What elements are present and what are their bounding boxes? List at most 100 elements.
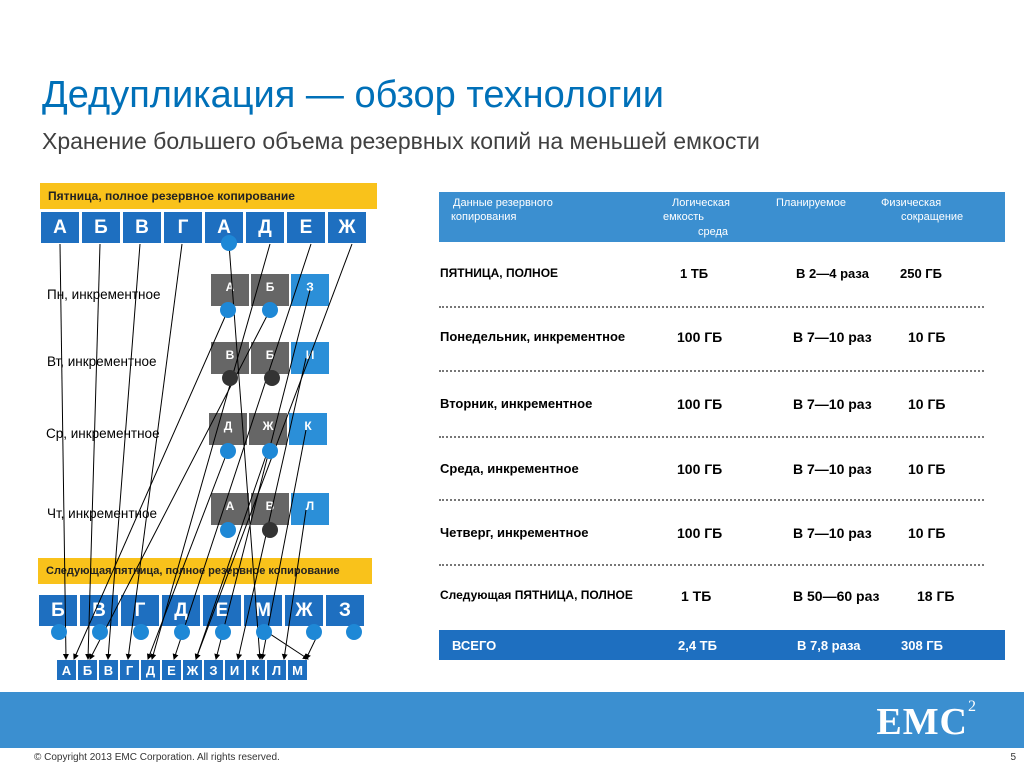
connector-dot xyxy=(174,624,190,640)
row-logical: 100 ГБ xyxy=(677,396,723,412)
row-name: ПЯТНИЦА, ПОЛНОЕ xyxy=(440,266,559,280)
row-divider xyxy=(439,564,984,566)
table-header: Данные резервного копирования Логическая… xyxy=(439,192,1005,242)
connector-dot xyxy=(92,624,108,640)
connector-dot xyxy=(215,624,231,640)
next-friday-label: Следующая пятница, полное резервное копи… xyxy=(38,558,372,584)
next-friday-block: З xyxy=(325,594,365,627)
header-col-physical-line2: сокращение xyxy=(901,211,964,223)
connector-dot xyxy=(306,624,322,640)
header-col-data-line2: копирования xyxy=(451,211,517,223)
mapping-arrow xyxy=(73,309,229,660)
row-name: Вторник, инкрементное xyxy=(440,396,593,411)
connector-dot xyxy=(262,443,278,459)
page-title: Дедупликация — обзор технологии xyxy=(42,74,664,116)
day-label-thu: Чт, инкрементное xyxy=(47,506,158,521)
mapping-arrow xyxy=(125,243,183,660)
row-logical: 100 ГБ xyxy=(677,329,723,345)
header-col-logical-line1: Логическая xyxy=(672,197,730,209)
row-ratio: В 7—10 раз xyxy=(793,396,872,412)
row-physical: 10 ГБ xyxy=(908,461,946,477)
friday-block: Б xyxy=(81,211,121,244)
deduplicated-block: В xyxy=(98,659,119,681)
connector-dot xyxy=(222,370,238,386)
row-name: Среда, инкрементное xyxy=(440,461,579,476)
emc-logo: EMC2 xyxy=(876,698,977,744)
mapping-arrow xyxy=(281,509,307,660)
incremental-block: В xyxy=(210,341,250,375)
next-friday-block: Д xyxy=(161,594,201,627)
logo-superscript: 2 xyxy=(968,698,977,715)
page-subtitle: Хранение большего объема резервных копий… xyxy=(42,128,760,154)
friday-block: В xyxy=(122,211,162,244)
friday-block: Ж xyxy=(327,211,367,244)
row-physical: 250 ГБ xyxy=(900,266,943,281)
connector-dot xyxy=(221,235,237,251)
mapping-arrow xyxy=(214,289,311,660)
row-logical: 1 ТБ xyxy=(681,588,712,604)
friday-block: Д xyxy=(245,211,285,244)
connector-dot xyxy=(133,624,149,640)
page-number: 5 xyxy=(1010,752,1016,763)
row-ratio: В 7—10 раз xyxy=(793,525,872,541)
friday-block: А xyxy=(40,211,80,244)
row-name: Четверг, инкрементное xyxy=(440,525,589,540)
row-logical: 100 ГБ xyxy=(677,525,723,541)
mapping-arrow xyxy=(150,243,271,660)
friday-block: Г xyxy=(163,211,203,244)
deduplicated-block: К xyxy=(245,659,266,681)
row-divider xyxy=(439,370,984,372)
friday-full-label: Пятница, полное резервное копирование xyxy=(40,183,377,209)
header-col-logical-line2: емкость xyxy=(663,211,705,223)
mapping-arrow xyxy=(259,429,307,660)
deduplicated-block: Ж xyxy=(182,659,203,681)
deduplicated-block: И xyxy=(224,659,245,681)
copyright-text: © Copyright 2013 EMC Corporation. All ri… xyxy=(34,752,280,763)
row-logical: 100 ГБ xyxy=(677,461,723,477)
row-physical: 18 ГБ xyxy=(917,588,955,604)
mapping-arrow xyxy=(146,449,229,660)
connector-dot xyxy=(262,302,278,318)
row-ratio: В 2—4 раза xyxy=(796,266,869,281)
row-logical: 1 ТБ xyxy=(680,266,709,281)
logo-text: EMC xyxy=(876,701,968,743)
connector-dot xyxy=(346,624,362,640)
header-col-planned: Планируемое xyxy=(776,197,846,209)
mapping-arrow xyxy=(105,243,141,660)
row-physical: 10 ГБ xyxy=(908,525,946,541)
incremental-block: А xyxy=(210,273,250,307)
mapping-arrow xyxy=(89,309,271,660)
header-col-logical-line3: среда xyxy=(698,226,729,238)
header-col-data-line1: Данные резервного xyxy=(453,197,553,209)
day-label-tue: Вт, инкрементное xyxy=(47,354,157,369)
deduplicated-block: З xyxy=(203,659,224,681)
connector-dot xyxy=(262,522,278,538)
day-label-wed: Ср, инкрементное xyxy=(46,426,160,441)
connector-dot xyxy=(220,443,236,459)
row-ratio: В 50—60 раз xyxy=(793,588,880,604)
row-physical: 10 ГБ xyxy=(908,329,946,345)
connector-dot xyxy=(51,624,67,640)
mapping-arrow xyxy=(172,243,312,660)
row-physical: 10 ГБ xyxy=(908,396,946,412)
friday-block: Е xyxy=(286,211,326,244)
total-name: ВСЕГО xyxy=(452,638,497,653)
deduplicated-block: М xyxy=(287,659,308,681)
friday-block: А xyxy=(204,211,244,244)
connector-dot xyxy=(220,522,236,538)
total-row: ВСЕГО 2,4 ТБ В 7,8 раза 308 ГБ xyxy=(439,630,1005,660)
total-physical: 308 ГБ xyxy=(901,638,944,653)
incremental-block: К xyxy=(288,412,328,446)
row-ratio: В 7—10 раз xyxy=(793,461,872,477)
total-ratio: В 7,8 раза xyxy=(797,638,861,653)
header-col-physical-line1: Физическая xyxy=(881,197,942,209)
mapping-arrow xyxy=(59,243,69,660)
row-ratio: В 7—10 раз xyxy=(793,329,872,345)
row-name: Следующая ПЯТНИЦА, ПОЛНОЕ xyxy=(440,588,633,602)
next-friday-block: Б xyxy=(38,594,78,627)
next-friday-block: М xyxy=(243,594,283,627)
